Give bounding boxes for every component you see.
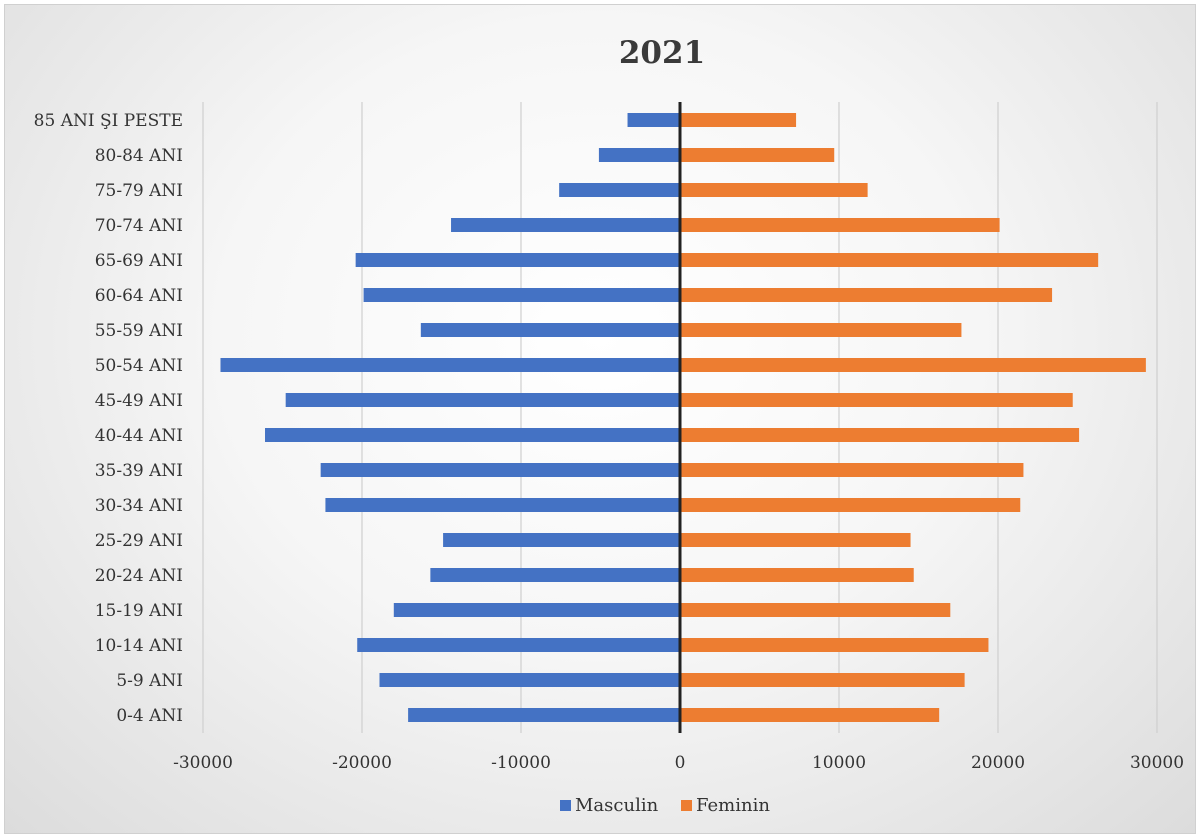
x-tick-label: 10000 [812, 753, 866, 773]
bar-masculin [451, 218, 680, 232]
bar-feminin [680, 253, 1099, 267]
bar-feminin [680, 638, 989, 652]
bar-feminin [680, 603, 951, 617]
category-label: 65-69 ANI [95, 251, 183, 271]
x-tick-labels: -30000 -20000 -10000 0 10000 20000 30000 [173, 753, 1184, 773]
category-label: 30-34 ANI [95, 496, 183, 516]
bar-masculin [220, 358, 681, 372]
bar-masculin [408, 708, 680, 722]
category-label: 55-59 ANI [95, 321, 183, 341]
x-tick-label: 20000 [971, 753, 1025, 773]
legend: Masculin Feminin [560, 795, 770, 816]
bar-feminin [680, 708, 940, 722]
legend-swatch-masculin [560, 800, 571, 811]
category-label: 0-4 ANI [116, 706, 183, 726]
category-labels: 85 ANI ŞI PESTE 80-84 ANI 75-79 ANI 70-74 A… [34, 111, 183, 726]
bar-feminin [680, 498, 1021, 512]
category-label: 15-19 ANI [95, 601, 183, 621]
category-label: 5-9 ANI [116, 671, 183, 691]
bar-feminin [680, 393, 1073, 407]
x-tick-label: -20000 [332, 753, 392, 773]
legend-label-masculin: Masculin [575, 795, 659, 816]
x-tick-label: 0 [675, 753, 686, 773]
category-label: 50-54 ANI [95, 356, 183, 376]
legend-swatch-feminin [681, 800, 692, 811]
bar-masculin [379, 673, 680, 687]
bar-feminin [680, 673, 965, 687]
category-label: 20-24 ANI [95, 566, 183, 586]
bar-masculin [285, 393, 680, 407]
bar-masculin [627, 113, 680, 127]
bar-masculin [559, 183, 680, 197]
category-label: 45-49 ANI [95, 391, 183, 411]
x-tick-label: -10000 [491, 753, 551, 773]
category-label: 60-64 ANI [95, 286, 183, 306]
category-label: 85 ANI ŞI PESTE [34, 111, 183, 131]
bar-feminin [680, 463, 1024, 477]
bar-masculin [325, 498, 680, 512]
bars [220, 113, 1146, 722]
bar-masculin [420, 323, 680, 337]
category-label: 35-39 ANI [95, 461, 183, 481]
x-tick-label: 30000 [1130, 753, 1184, 773]
bar-masculin [443, 533, 680, 547]
bar-feminin [680, 288, 1053, 302]
bar-feminin [680, 323, 962, 337]
bar-masculin [363, 288, 680, 302]
bar-feminin [680, 218, 1000, 232]
category-label: 70-74 ANI [95, 216, 183, 236]
x-tick-label: -30000 [173, 753, 233, 773]
category-label: 40-44 ANI [95, 426, 183, 446]
category-label: 75-79 ANI [95, 181, 183, 201]
category-label: 10-14 ANI [95, 636, 183, 656]
bar-masculin [430, 568, 680, 582]
bar-feminin [680, 148, 835, 162]
bar-feminin [680, 428, 1080, 442]
bar-feminin [680, 113, 797, 127]
bar-masculin [393, 603, 680, 617]
bar-feminin [680, 568, 914, 582]
bar-feminin [680, 183, 868, 197]
bar-masculin [357, 638, 680, 652]
bar-masculin [320, 463, 680, 477]
bar-feminin [680, 358, 1146, 372]
bar-masculin [265, 428, 680, 442]
bar-masculin [598, 148, 680, 162]
legend-label-feminin: Feminin [696, 795, 770, 816]
bar-masculin [355, 253, 680, 267]
chart-title: 2021 [619, 35, 705, 71]
category-label: 80-84 ANI [95, 146, 183, 166]
category-label: 25-29 ANI [95, 531, 183, 551]
gridlines [202, 102, 1158, 733]
bar-feminin [680, 533, 911, 547]
